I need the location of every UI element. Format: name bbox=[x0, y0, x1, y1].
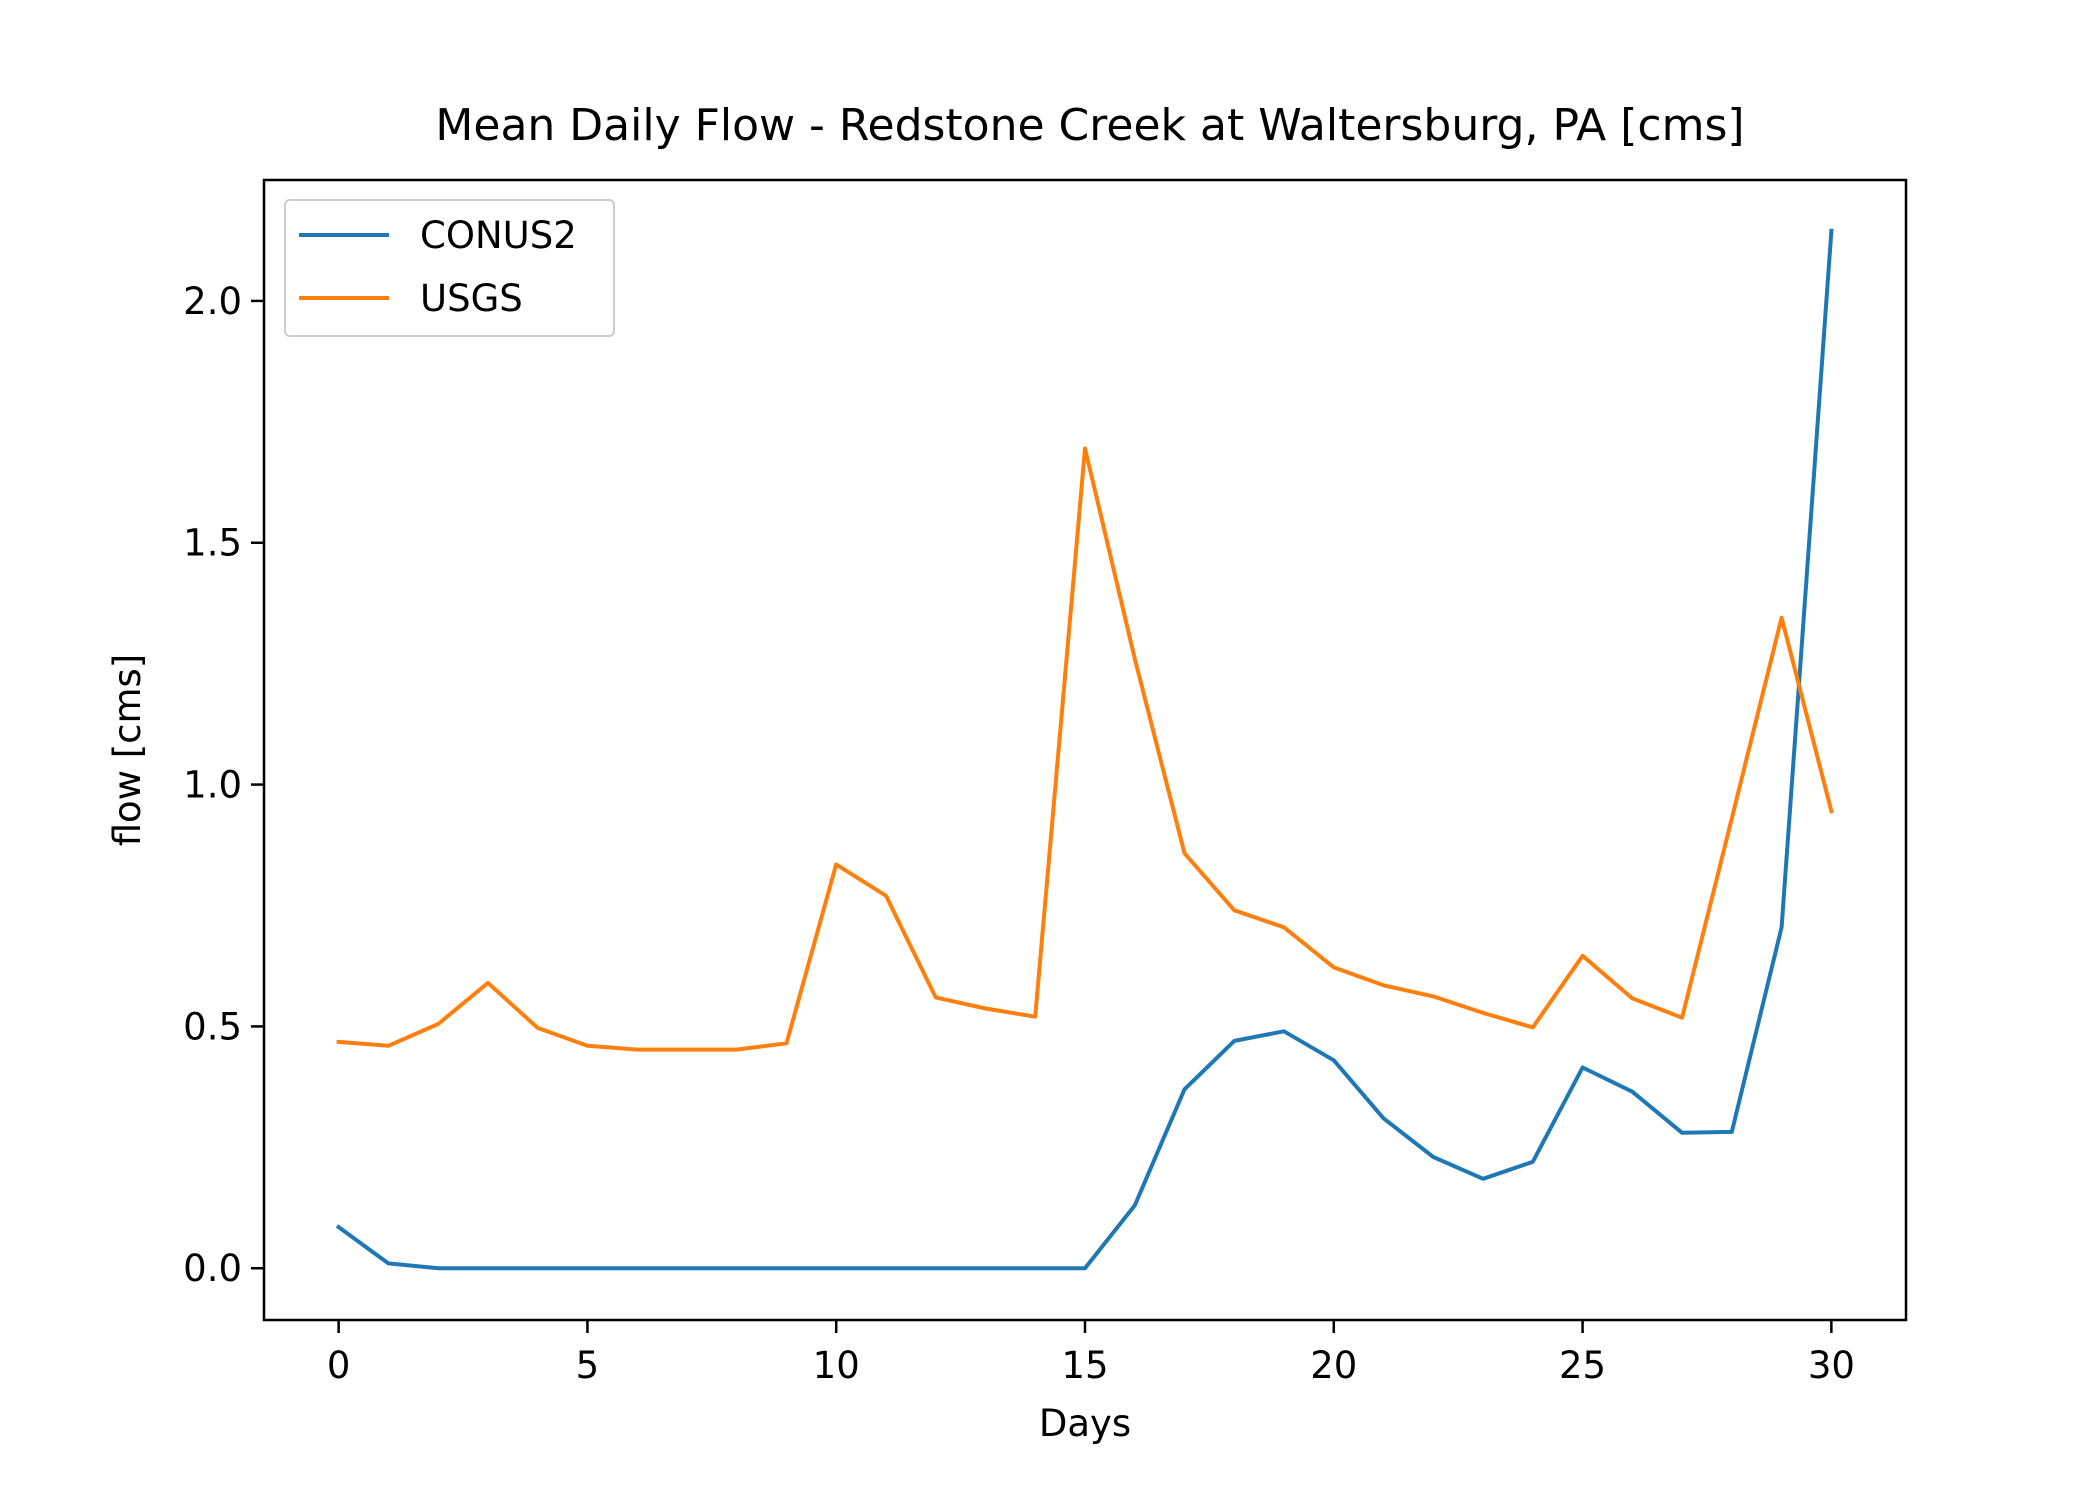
x-tick-label: 5 bbox=[576, 1344, 600, 1387]
y-tick-label: 1.5 bbox=[183, 522, 242, 565]
legend-label-usgs: USGS bbox=[420, 277, 523, 320]
x-axis: 0 5 10 15 20 25 30 bbox=[327, 1320, 1855, 1387]
y-axis-label: flow [cms] bbox=[106, 654, 149, 847]
series-line-conus2 bbox=[335, 228, 1834, 1271]
legend-label-conus2: CONUS2 bbox=[420, 214, 577, 257]
y-tick-label: 0.0 bbox=[183, 1247, 242, 1290]
plot-frame bbox=[262, 178, 1908, 1322]
x-tick-label: 30 bbox=[1808, 1344, 1855, 1387]
series-lines bbox=[335, 228, 1834, 1271]
x-axis-label: Days bbox=[1039, 1402, 1131, 1445]
x-tick-label: 15 bbox=[1061, 1344, 1108, 1387]
series-line-usgs bbox=[336, 446, 1834, 1052]
x-tick-label: 10 bbox=[813, 1344, 860, 1387]
x-tick-label: 0 bbox=[327, 1344, 351, 1387]
chart-title: Mean Daily Flow - Redstone Creek at Walt… bbox=[435, 100, 1744, 151]
x-tick-label: 25 bbox=[1559, 1344, 1606, 1387]
y-axis: 0.0 0.5 1.0 1.5 2.0 bbox=[183, 280, 264, 1290]
legend: CONUS2 USGS bbox=[284, 199, 615, 337]
y-tick-label: 1.0 bbox=[183, 764, 242, 807]
y-tick-label: 2.0 bbox=[183, 280, 242, 323]
x-tick-label: 20 bbox=[1310, 1344, 1357, 1387]
y-tick-label: 0.5 bbox=[183, 1005, 242, 1048]
